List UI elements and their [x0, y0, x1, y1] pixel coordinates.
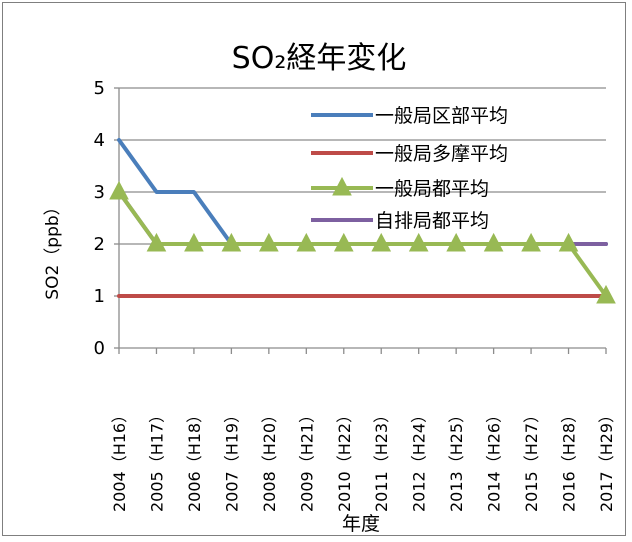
- series-3-point: [408, 232, 429, 252]
- series-3-point: [558, 232, 579, 252]
- x-tick-label: 2005（H17）: [147, 407, 166, 512]
- y-axis-label: SO2（ppb）: [43, 198, 63, 299]
- series-3-point: [146, 232, 167, 252]
- series-3-point: [109, 180, 129, 200]
- x-tick-label: 2008（H20）: [260, 407, 279, 512]
- x-tick-label: 2017（H29）: [597, 407, 616, 512]
- series-3-point: [483, 232, 504, 252]
- series-3-point: [296, 232, 317, 252]
- axes: [114, 87, 607, 354]
- x-tick-labels: 2004（H16） 2005（H17） 2006（H18） 2007（H19） 2008…: [110, 407, 616, 512]
- series-lines: [109, 138, 616, 304]
- y-tick-label: 4: [94, 130, 105, 151]
- legend-label-2: 一般局多摩平均: [375, 143, 508, 165]
- x-tick-label: 2010（H22）: [335, 407, 354, 512]
- x-tick-label: 2016（H28）: [560, 407, 579, 512]
- x-tick-label: 2006（H18）: [185, 407, 204, 512]
- chart-frame: SO₂経年変化 SO2（ppb） 年度 0 1 2 3 4 5 2004（H16） 2005…: [2, 2, 626, 536]
- x-tick-label: 2007（H19）: [222, 407, 241, 512]
- x-tick-label: 2012（H24）: [410, 407, 429, 512]
- series-3-point: [221, 232, 242, 252]
- series-3-point: [521, 232, 541, 252]
- y-tick-label: 1: [94, 286, 105, 307]
- y-tick-labels: 0 1 2 3 4 5: [94, 78, 105, 359]
- x-tick-label: 2014（H26）: [485, 407, 504, 512]
- legend-marker-3: [332, 176, 352, 196]
- y-tick-label: 0: [94, 338, 105, 359]
- legend-label-3: 一般局都平均: [375, 178, 489, 200]
- series-3-point: [596, 284, 616, 304]
- y-tick-label: 2: [94, 234, 105, 255]
- x-tick-label: 2015（H27）: [522, 407, 541, 512]
- x-tick-label: 2013（H25）: [447, 407, 466, 512]
- legend-label-1: 一般局区部平均: [375, 105, 508, 127]
- y-tick-label: 5: [94, 78, 105, 99]
- so2-line-chart: SO₂経年変化 SO2（ppb） 年度 0 1 2 3 4 5 2004（H16） 2005…: [43, 41, 616, 535]
- x-tick-label: 2004（H16）: [110, 407, 129, 512]
- series-3-point: [333, 232, 354, 252]
- series-3-point: [446, 232, 466, 252]
- legend-label-4: 自排局都平均: [375, 210, 489, 232]
- x-axis-label: 年度: [342, 513, 380, 535]
- series-3-point: [259, 232, 279, 252]
- series-line-3: [117, 190, 608, 298]
- x-tick-label: 2009（H21）: [297, 407, 316, 512]
- series-3-point: [184, 232, 204, 252]
- x-tick-label: 2011（H23）: [372, 407, 391, 512]
- chart-title: SO₂経年変化: [232, 41, 407, 76]
- series-3-point: [371, 232, 392, 252]
- y-tick-label: 3: [94, 182, 105, 203]
